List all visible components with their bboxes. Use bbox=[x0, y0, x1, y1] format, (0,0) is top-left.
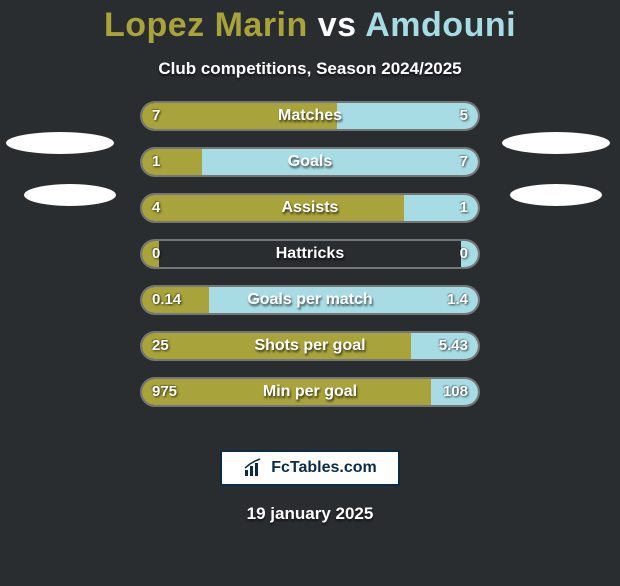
chart-icon bbox=[243, 458, 265, 478]
value-right: 5.43 bbox=[439, 331, 468, 361]
value-left: 25 bbox=[152, 331, 169, 361]
stat-track bbox=[140, 377, 480, 407]
stat-row: 75Matches bbox=[0, 101, 620, 131]
fill-right bbox=[337, 103, 478, 129]
value-right: 5 bbox=[460, 101, 468, 131]
watermark: FcTables.com bbox=[220, 450, 400, 486]
fill-left bbox=[142, 333, 411, 359]
stat-track bbox=[140, 331, 480, 361]
decorative-ellipse bbox=[502, 132, 610, 154]
decorative-ellipse bbox=[6, 132, 114, 154]
value-left: 4 bbox=[152, 193, 160, 223]
value-left: 7 bbox=[152, 101, 160, 131]
fill-left bbox=[142, 379, 431, 405]
page-title: Lopez Marin vs Amdouni bbox=[0, 6, 620, 45]
value-right: 0 bbox=[460, 239, 468, 269]
value-left: 0 bbox=[152, 239, 160, 269]
value-right: 1 bbox=[460, 193, 468, 223]
fill-right bbox=[209, 287, 478, 313]
fill-left bbox=[142, 195, 404, 221]
stat-row: 00Hattricks bbox=[0, 239, 620, 269]
stat-track bbox=[140, 285, 480, 315]
player2-name: Amdouni bbox=[365, 6, 516, 44]
stat-track bbox=[140, 101, 480, 131]
decorative-ellipse bbox=[510, 184, 602, 206]
decorative-ellipse bbox=[24, 184, 116, 206]
stat-track bbox=[140, 147, 480, 177]
fill-left bbox=[142, 103, 337, 129]
watermark-text: FcTables.com bbox=[271, 459, 377, 477]
stat-track bbox=[140, 193, 480, 223]
value-right: 108 bbox=[443, 377, 468, 407]
value-left: 1 bbox=[152, 147, 160, 177]
stat-row: 975108Min per goal bbox=[0, 377, 620, 407]
value-right: 7 bbox=[460, 147, 468, 177]
value-right: 1.4 bbox=[447, 285, 468, 315]
value-left: 0.14 bbox=[152, 285, 181, 315]
stat-row: 255.43Shots per goal bbox=[0, 331, 620, 361]
player1-name: Lopez Marin bbox=[104, 6, 308, 44]
stat-track bbox=[140, 239, 480, 269]
vs-separator: vs bbox=[318, 6, 357, 44]
subtitle: Club competitions, Season 2024/2025 bbox=[0, 59, 620, 79]
stat-row: 0.141.4Goals per match bbox=[0, 285, 620, 315]
fill-right bbox=[202, 149, 478, 175]
date-label: 19 january 2025 bbox=[0, 504, 620, 524]
value-left: 975 bbox=[152, 377, 177, 407]
